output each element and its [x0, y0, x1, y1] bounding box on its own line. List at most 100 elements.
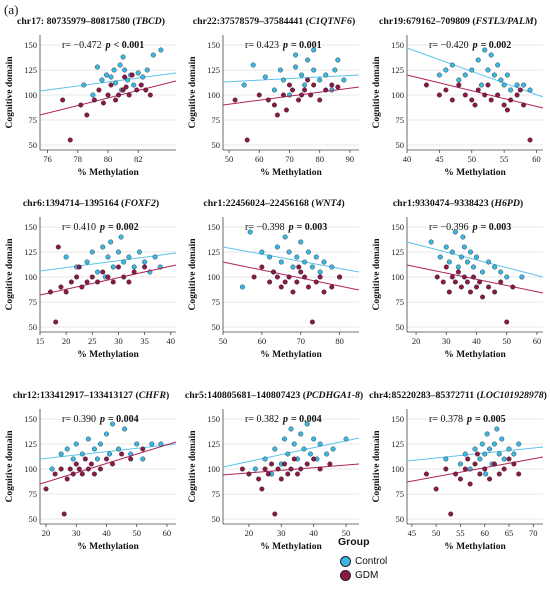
control-point — [311, 436, 317, 442]
control-point — [116, 446, 122, 452]
stat-p-label: p — [288, 222, 294, 233]
gdm-point — [294, 471, 300, 477]
control-point — [335, 57, 341, 63]
control-point — [142, 259, 148, 265]
control-point — [120, 54, 126, 60]
gdm-point — [95, 279, 101, 285]
stat-annotation: r= −0.398 p = 0.003 — [245, 222, 327, 233]
control-point — [305, 249, 311, 255]
gdm-point — [271, 102, 277, 108]
y-tick-label: 150 — [207, 414, 220, 424]
control-point — [282, 436, 288, 442]
gdm-point — [491, 461, 497, 467]
gdm-point — [84, 279, 90, 285]
x-axis-label: % Methylation — [444, 168, 506, 178]
chart-title: chr1:9330474–9338423 (H6PD) — [392, 198, 524, 209]
chart-title: chr22:37578579–37584441 (C1QTNF6) — [192, 16, 356, 27]
gdm-point — [286, 82, 292, 88]
control-point — [140, 456, 146, 462]
gdm-point — [298, 269, 304, 275]
gdm-point — [58, 466, 64, 472]
gdm-point — [70, 471, 76, 477]
x-tick-label: 20 — [42, 528, 51, 538]
control-point — [458, 254, 464, 260]
control-fit-line — [222, 74, 360, 83]
control-point — [480, 269, 486, 275]
gdm-point — [516, 471, 522, 477]
y-tick-label: 100 — [24, 464, 37, 474]
x-tick-label: 50 — [219, 336, 228, 346]
x-tick-label: 50 — [225, 154, 234, 164]
gdm-point — [110, 279, 116, 285]
control-point — [455, 264, 461, 270]
stat-r: r= 0.382 — [245, 414, 279, 425]
x-tick-label: 30 — [277, 528, 286, 538]
gdm-point — [67, 466, 73, 472]
y-tick-label: 50 — [29, 514, 38, 524]
y-tick-label: 125 — [24, 247, 37, 257]
gdm-point — [120, 87, 126, 93]
gdm-point — [128, 456, 134, 462]
gdm-point — [290, 87, 296, 93]
x-tick-label: 20 — [412, 336, 421, 346]
control-point — [290, 264, 296, 270]
gdm-point — [302, 274, 308, 280]
control-point — [474, 254, 480, 260]
control-point — [131, 264, 137, 270]
y-tick-label: 150 — [391, 40, 404, 50]
gdm-point — [443, 466, 449, 472]
control-point — [64, 446, 70, 452]
stat-p-value: = 0.003 — [481, 222, 512, 233]
y-axis-label: Cognitive domain — [372, 56, 382, 129]
gdm-point — [43, 486, 49, 492]
control-point — [511, 451, 517, 457]
stat-p-label: p — [282, 414, 288, 425]
y-tick-label: 100 — [391, 272, 404, 282]
control-point — [330, 446, 336, 452]
x-tick-label: 60 — [258, 336, 267, 346]
chart-title-gene: FOXF2 — [124, 198, 156, 209]
stat-r: r= −0.420 — [429, 40, 469, 51]
y-tick-label: 75 — [29, 297, 38, 307]
control-point — [126, 254, 132, 260]
gdm-point — [286, 274, 292, 280]
x-tick-label: 80 — [335, 336, 344, 346]
control-point — [321, 259, 327, 265]
chart-title-locus: chr1:9330474–9338423 — [392, 198, 489, 209]
gdm-point — [278, 284, 284, 290]
x-tick-label: 78 — [74, 154, 83, 164]
gdm-point — [256, 92, 262, 98]
gdm-point — [423, 471, 429, 477]
gdm-point — [138, 82, 144, 88]
gdm-point — [311, 82, 317, 88]
y-axis-label: Cognitive domain — [188, 238, 198, 311]
control-point — [262, 456, 268, 462]
y-tick-label: 100 — [24, 272, 37, 282]
gdm-point — [91, 471, 97, 477]
control-point — [97, 441, 103, 447]
control-point — [504, 274, 510, 280]
control-point — [100, 244, 106, 250]
control-point — [514, 82, 520, 88]
x-tick-label: 65 — [505, 528, 514, 538]
y-tick-label: 150 — [207, 222, 220, 232]
gdm-point — [269, 461, 275, 467]
control-point — [302, 259, 308, 265]
chart-title: chr12:133412917–133413127 (CHFR) — [12, 390, 170, 401]
x-tick-label: 60 — [480, 528, 489, 538]
gdm-point — [327, 461, 333, 467]
control-point — [79, 451, 85, 457]
y-tick-label: 125 — [207, 65, 220, 75]
stat-p-label: p — [105, 40, 111, 51]
y-tick-label: 50 — [396, 514, 405, 524]
gdm-fit-line — [39, 264, 177, 296]
control-point — [323, 72, 329, 78]
gdm-point — [527, 137, 533, 143]
x-tick-label: 60 — [163, 528, 172, 538]
control-fit-line — [39, 72, 177, 92]
gdm-point — [472, 461, 478, 467]
stat-r: r= −0.398 — [245, 222, 285, 233]
y-tick-label: 75 — [212, 115, 221, 125]
gdm-point — [321, 289, 327, 295]
x-tick-label: 60 — [255, 154, 264, 164]
